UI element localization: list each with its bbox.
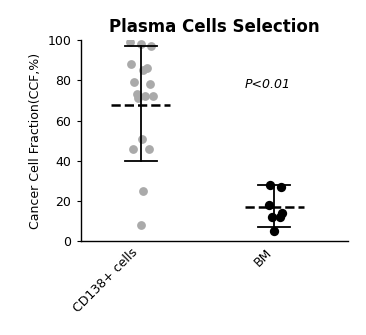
Point (139, 136, 145, 141)
Point (146, 146, 152, 151)
Point (142, 94, 147, 99)
Point (128, 62, 134, 67)
Point (130, 146, 135, 151)
Point (267, 182, 273, 188)
Point (141, 68, 146, 73)
Point (131, 80, 137, 85)
Point (277, 214, 283, 220)
Point (271, 228, 277, 234)
Point (147, 82, 153, 87)
Text: P<0.01: P<0.01 (245, 78, 291, 91)
Point (145, 66, 150, 71)
Point (279, 210, 285, 216)
Point (127, 40, 133, 45)
Point (278, 184, 284, 190)
Y-axis label: Cancer Cell Fraction(CCF,%): Cancer Cell Fraction(CCF,%) (29, 53, 42, 229)
Point (150, 94, 156, 99)
Title: Plasma Cells Selection: Plasma Cells Selection (109, 18, 320, 36)
Point (138, 222, 143, 228)
Point (138, 42, 143, 47)
Point (266, 202, 272, 208)
Point (269, 214, 274, 220)
Point (135, 96, 141, 101)
Point (141, 188, 146, 194)
Point (148, 44, 154, 49)
Point (134, 92, 139, 97)
